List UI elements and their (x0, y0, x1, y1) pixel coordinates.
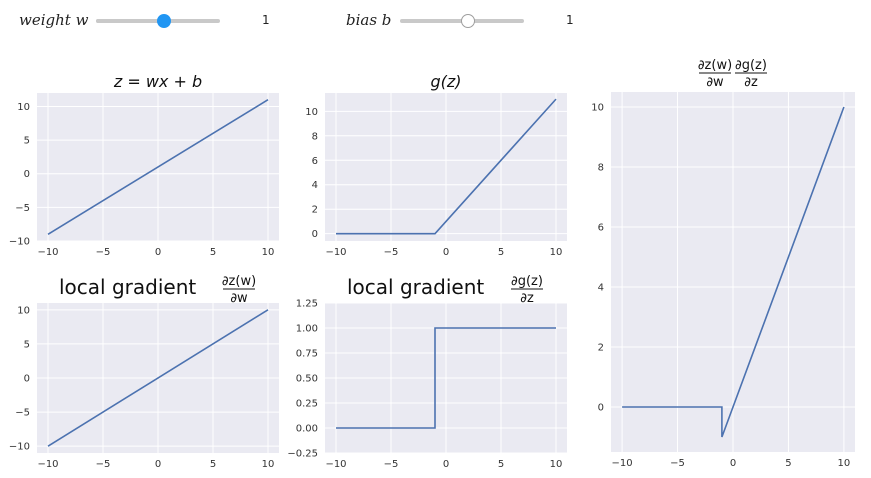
y-tick-label: 0.75 (296, 349, 318, 360)
y-tick-label: 6 (598, 223, 604, 234)
x-tick-label: 10 (838, 458, 851, 469)
weight-slider[interactable] (96, 14, 220, 28)
series-line (47, 99, 269, 235)
title-numerator: ∂z(w) (698, 58, 732, 73)
x-tick-label: 5 (498, 247, 504, 258)
x-tick-label: −10 (37, 459, 58, 470)
chart-prod: −10 −5 0 5 10 0 2 4 6 8 10 ∂z(w) ∂w ∂g(z) ∂z (591, 58, 855, 469)
x-tick-label: 5 (498, 459, 504, 470)
y-tick-label: 0 (24, 374, 30, 385)
x-tick-label: 0 (443, 247, 449, 258)
y-tick-label: −0.25 (287, 449, 318, 460)
y-tick-label: 5 (24, 136, 30, 147)
x-tick-label: −5 (384, 459, 399, 470)
y-tick-label: 0 (598, 403, 604, 414)
y-tick-label: 0.25 (296, 399, 318, 410)
x-tick-label: −10 (325, 459, 346, 470)
y-tick-label: 1.00 (296, 324, 318, 335)
x-tick-label: 10 (550, 459, 563, 470)
x-tick-label: 10 (550, 247, 563, 258)
title-denominator: ∂w (230, 291, 248, 306)
x-tick-label: −10 (612, 458, 633, 469)
x-tick-label: 0 (155, 247, 161, 258)
y-tick-label: 0.00 (296, 424, 318, 435)
x-tick-label: −5 (384, 247, 399, 258)
chart-dzdw: −10 −5 0 5 10 −10 −5 0 5 10 local gradient ∂z(w) ∂w (9, 274, 279, 470)
y-tick-label: 2 (598, 343, 604, 354)
title-denominator: ∂z (744, 75, 758, 90)
x-tick-label: −5 (96, 459, 111, 470)
y-tick-label: 6 (312, 156, 318, 167)
y-tick-label: 10 (305, 107, 318, 118)
y-tick-label: −5 (15, 408, 30, 419)
chart-title: g(z) (430, 72, 461, 91)
title-numerator: ∂g(z) (511, 274, 543, 289)
y-tick-label: −10 (9, 442, 30, 453)
y-tick-label: 10 (17, 102, 30, 113)
y-tick-label: −5 (15, 203, 30, 214)
x-tick-label: 5 (785, 458, 791, 469)
bias-value: 1 (566, 13, 574, 27)
x-tick-label: −5 (670, 458, 685, 469)
x-tick-label: 0 (155, 459, 161, 470)
title-denominator: ∂z (520, 291, 534, 306)
chart-title-prefix: local gradient (347, 275, 484, 299)
weight-slider-fill (96, 19, 165, 23)
y-tick-label: −10 (9, 237, 30, 248)
x-tick-label: 10 (262, 247, 275, 258)
x-tick-label: 0 (730, 458, 736, 469)
y-tick-label: 0 (312, 229, 318, 240)
bias-slider[interactable] (400, 14, 524, 28)
title-numerator: ∂g(z) (735, 58, 767, 73)
y-tick-label: 10 (591, 103, 604, 114)
x-tick-label: 0 (443, 459, 449, 470)
y-tick-label: 2 (312, 205, 318, 216)
y-tick-label: 10 (17, 305, 30, 316)
chart-title: z = wx + b (113, 72, 202, 91)
chart-title-prefix: local gradient (59, 275, 196, 299)
x-tick-label: −5 (96, 247, 111, 258)
title-numerator: ∂z(w) (222, 274, 256, 289)
y-tick-label: 4 (312, 180, 318, 191)
weight-label: weight w (19, 11, 89, 29)
y-tick-label: 8 (312, 131, 318, 142)
x-tick-label: 5 (210, 247, 216, 258)
x-tick-label: −10 (37, 247, 58, 258)
series-line (47, 309, 269, 447)
y-tick-label: 0 (24, 169, 30, 180)
x-tick-label: 5 (210, 459, 216, 470)
series-line (336, 327, 556, 429)
series-line (622, 106, 845, 438)
series-line (336, 98, 557, 235)
chart-dgdz: −10 −5 0 5 10 −0.25 0.00 0.25 0.50 0.75 1.00 1.25 lo… (287, 274, 567, 470)
weight-slider-thumb[interactable] (157, 14, 172, 28)
title-denominator: ∂w (706, 75, 724, 90)
y-tick-label: 8 (598, 163, 604, 174)
weight-value: 1 (262, 13, 270, 27)
bias-label: bias b (346, 11, 392, 29)
y-tick-label: 0.50 (296, 374, 318, 385)
y-tick-label: 1.25 (296, 299, 318, 310)
x-tick-label: 10 (262, 459, 275, 470)
x-tick-label: −10 (325, 247, 346, 258)
y-tick-label: 5 (24, 339, 30, 350)
chart-g: −10 −5 0 5 10 0 2 4 6 8 10 g(z) (305, 72, 567, 258)
bias-slider-thumb[interactable] (461, 14, 476, 28)
chart-z: −10 −5 0 5 10 −10 −5 0 5 10 z = wx + b (9, 72, 279, 258)
y-tick-label: 4 (598, 283, 604, 294)
